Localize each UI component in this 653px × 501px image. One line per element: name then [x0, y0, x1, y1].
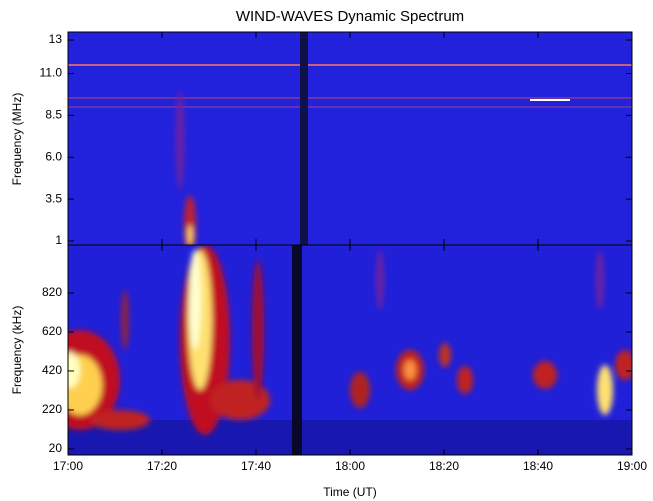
- y-tick-label: 820: [42, 285, 62, 299]
- x-tick-label: 17:00: [53, 459, 83, 473]
- y-tick-label: 1: [55, 233, 62, 247]
- y-tick-label: 20: [49, 441, 63, 455]
- x-tick-label: 19:00: [617, 459, 647, 473]
- x-tick-label: 17:40: [241, 459, 271, 473]
- x-axis-label: Time (UT): [323, 485, 377, 499]
- chart-title: WIND-WAVES Dynamic Spectrum: [236, 8, 464, 25]
- y-tick-label: 13: [49, 32, 63, 46]
- y-tick-label: 11.0: [40, 66, 63, 80]
- x-tick-label: 18:40: [523, 459, 553, 473]
- y-axis-label: Frequency (MHz): [10, 93, 24, 186]
- y-tick-label: 220: [42, 402, 62, 416]
- x-tick-label: 18:20: [429, 459, 459, 473]
- x-tick-label: 17:20: [147, 459, 177, 473]
- spectrum-bottom: [68, 245, 632, 455]
- y-tick-label: 620: [42, 324, 62, 338]
- x-tick-label: 18:00: [335, 459, 365, 473]
- y-tick-label: 6.0: [45, 149, 62, 163]
- y-axis-label: Frequency (kHz): [10, 306, 24, 395]
- y-tick-label: 420: [42, 363, 62, 377]
- y-tick-label: 8.5: [45, 108, 62, 122]
- y-tick-label: 3.5: [45, 191, 62, 205]
- spectrum-top: [68, 32, 632, 245]
